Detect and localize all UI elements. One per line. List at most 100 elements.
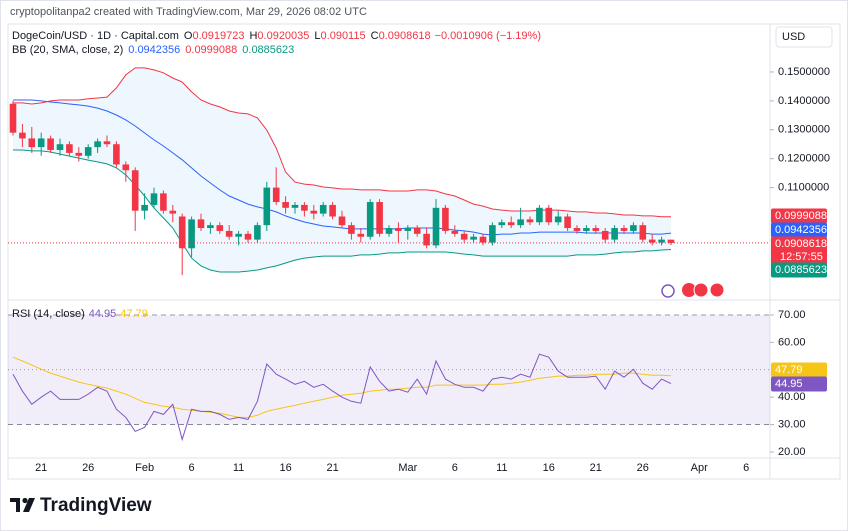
candle-body [37, 138, 45, 148]
candle-body [479, 236, 487, 243]
candle-body [94, 141, 101, 148]
candle-body [282, 202, 289, 208]
x-tick-label: 21 [590, 462, 602, 474]
candle-body [536, 207, 543, 223]
chart-border [7, 23, 841, 480]
icon[interactable] [709, 282, 725, 298]
price-badge [771, 262, 827, 278]
candle-body [301, 204, 308, 211]
logo-part [16, 498, 20, 512]
y-tick-label: 20.00 [778, 446, 806, 458]
candle-body [423, 233, 430, 246]
legend: DogeCoin/USD · 1D · Capital.com O0.091972… [12, 30, 541, 42]
price-badge-label: 0.0885623 [775, 264, 827, 276]
x-tick-label: 11 [496, 462, 507, 474]
candle-body [19, 132, 26, 139]
icon[interactable] [693, 282, 709, 298]
candle-body [667, 239, 675, 243]
x-tick-label: 11 [233, 462, 244, 474]
candle-body [470, 236, 477, 240]
price-badge-label: 0.0942356 [775, 224, 827, 236]
legend-item: H [249, 30, 257, 42]
candle-body [141, 204, 148, 211]
x-tick-label: 21 [35, 462, 47, 474]
candle-body [573, 228, 581, 231]
legend-item: C [371, 30, 379, 42]
candle-body [489, 225, 496, 243]
indicator-icons [661, 282, 725, 298]
candle-body [75, 152, 83, 156]
candle-body [160, 193, 167, 211]
legend-item: DogeCoin/USD · 1D · Capital.com [12, 30, 179, 42]
y-tick-label: 40.00 [778, 391, 806, 403]
candle-body [564, 216, 571, 229]
legend-item: BB (20, SMA, close, 2) [12, 44, 123, 56]
candle-body [329, 204, 336, 217]
candle-body [66, 144, 73, 153]
legend-item: L [314, 30, 320, 42]
rsi-line [12, 353, 672, 442]
icon[interactable] [661, 284, 675, 298]
candle-body [291, 204, 299, 208]
candle-body [244, 233, 252, 240]
candle-body [235, 233, 242, 237]
candle-body [639, 225, 647, 240]
x-tick-label: 16 [279, 462, 291, 474]
x-tick-label: 6 [189, 462, 195, 474]
legend-item: −0.0010906 (−1.19%) [435, 30, 541, 42]
logo-part [22, 497, 28, 504]
legend-item: 0.0919723 [192, 30, 244, 42]
candle-body [56, 144, 64, 151]
currency-button[interactable] [775, 26, 833, 48]
candle-body [84, 147, 92, 156]
candle-body [207, 225, 214, 229]
candle-body [442, 207, 449, 231]
x-tick-label: 6 [452, 462, 458, 474]
candle-body [263, 187, 271, 226]
candle-body [601, 230, 609, 240]
candle-body [254, 225, 261, 240]
icon[interactable] [682, 283, 696, 297]
price-badge [771, 236, 827, 265]
y-tick-label: 70.00 [778, 309, 806, 321]
legend-item: O [184, 30, 193, 42]
legend-item: 0.0908618 [379, 30, 431, 42]
candle-body [113, 144, 120, 165]
legend-item: 0.0999088 [185, 44, 237, 56]
x-tick-label: 21 [326, 462, 338, 474]
candle-body [103, 141, 111, 145]
candle-body [122, 164, 130, 171]
candle-body [366, 202, 374, 237]
x-tick-label: 6 [743, 462, 749, 474]
candle-body [630, 225, 637, 231]
candle-body [9, 103, 17, 133]
candle-body [47, 138, 54, 151]
candle-body [517, 219, 524, 226]
x-tick-label: 26 [637, 462, 649, 474]
band-fill [13, 67, 671, 273]
candle-body [432, 207, 440, 246]
currency[interactable]: USD [782, 31, 805, 43]
candle-body [338, 216, 346, 226]
y-tick-label: 0.1500000 [778, 66, 830, 78]
candle-body [357, 233, 365, 237]
caption: cryptopolitanpa2 created with TradingVie… [10, 6, 367, 18]
legend: BB (20, SMA, close, 2) 0.0942356 0.0999088… [12, 44, 294, 56]
candle-body [348, 225, 355, 234]
candle-body [554, 216, 562, 223]
legend-item: 0.0942356 [128, 44, 180, 56]
candle-body [216, 225, 224, 231]
candle-body [385, 228, 393, 234]
candle-body [272, 187, 280, 203]
y-tick-label: 0.1100000 [778, 181, 829, 193]
legend-item: 44.95 [89, 308, 117, 320]
candle-body [376, 202, 383, 234]
legend-item: 0.0885623 [242, 44, 294, 56]
candle-body [460, 233, 468, 240]
candle-body [498, 222, 506, 226]
legend-item: 0.0920035 [257, 30, 309, 42]
candle-body [395, 228, 402, 231]
candle-body [319, 204, 327, 214]
price-badge-label: 47.79 [775, 364, 803, 376]
candle-body [404, 228, 412, 231]
